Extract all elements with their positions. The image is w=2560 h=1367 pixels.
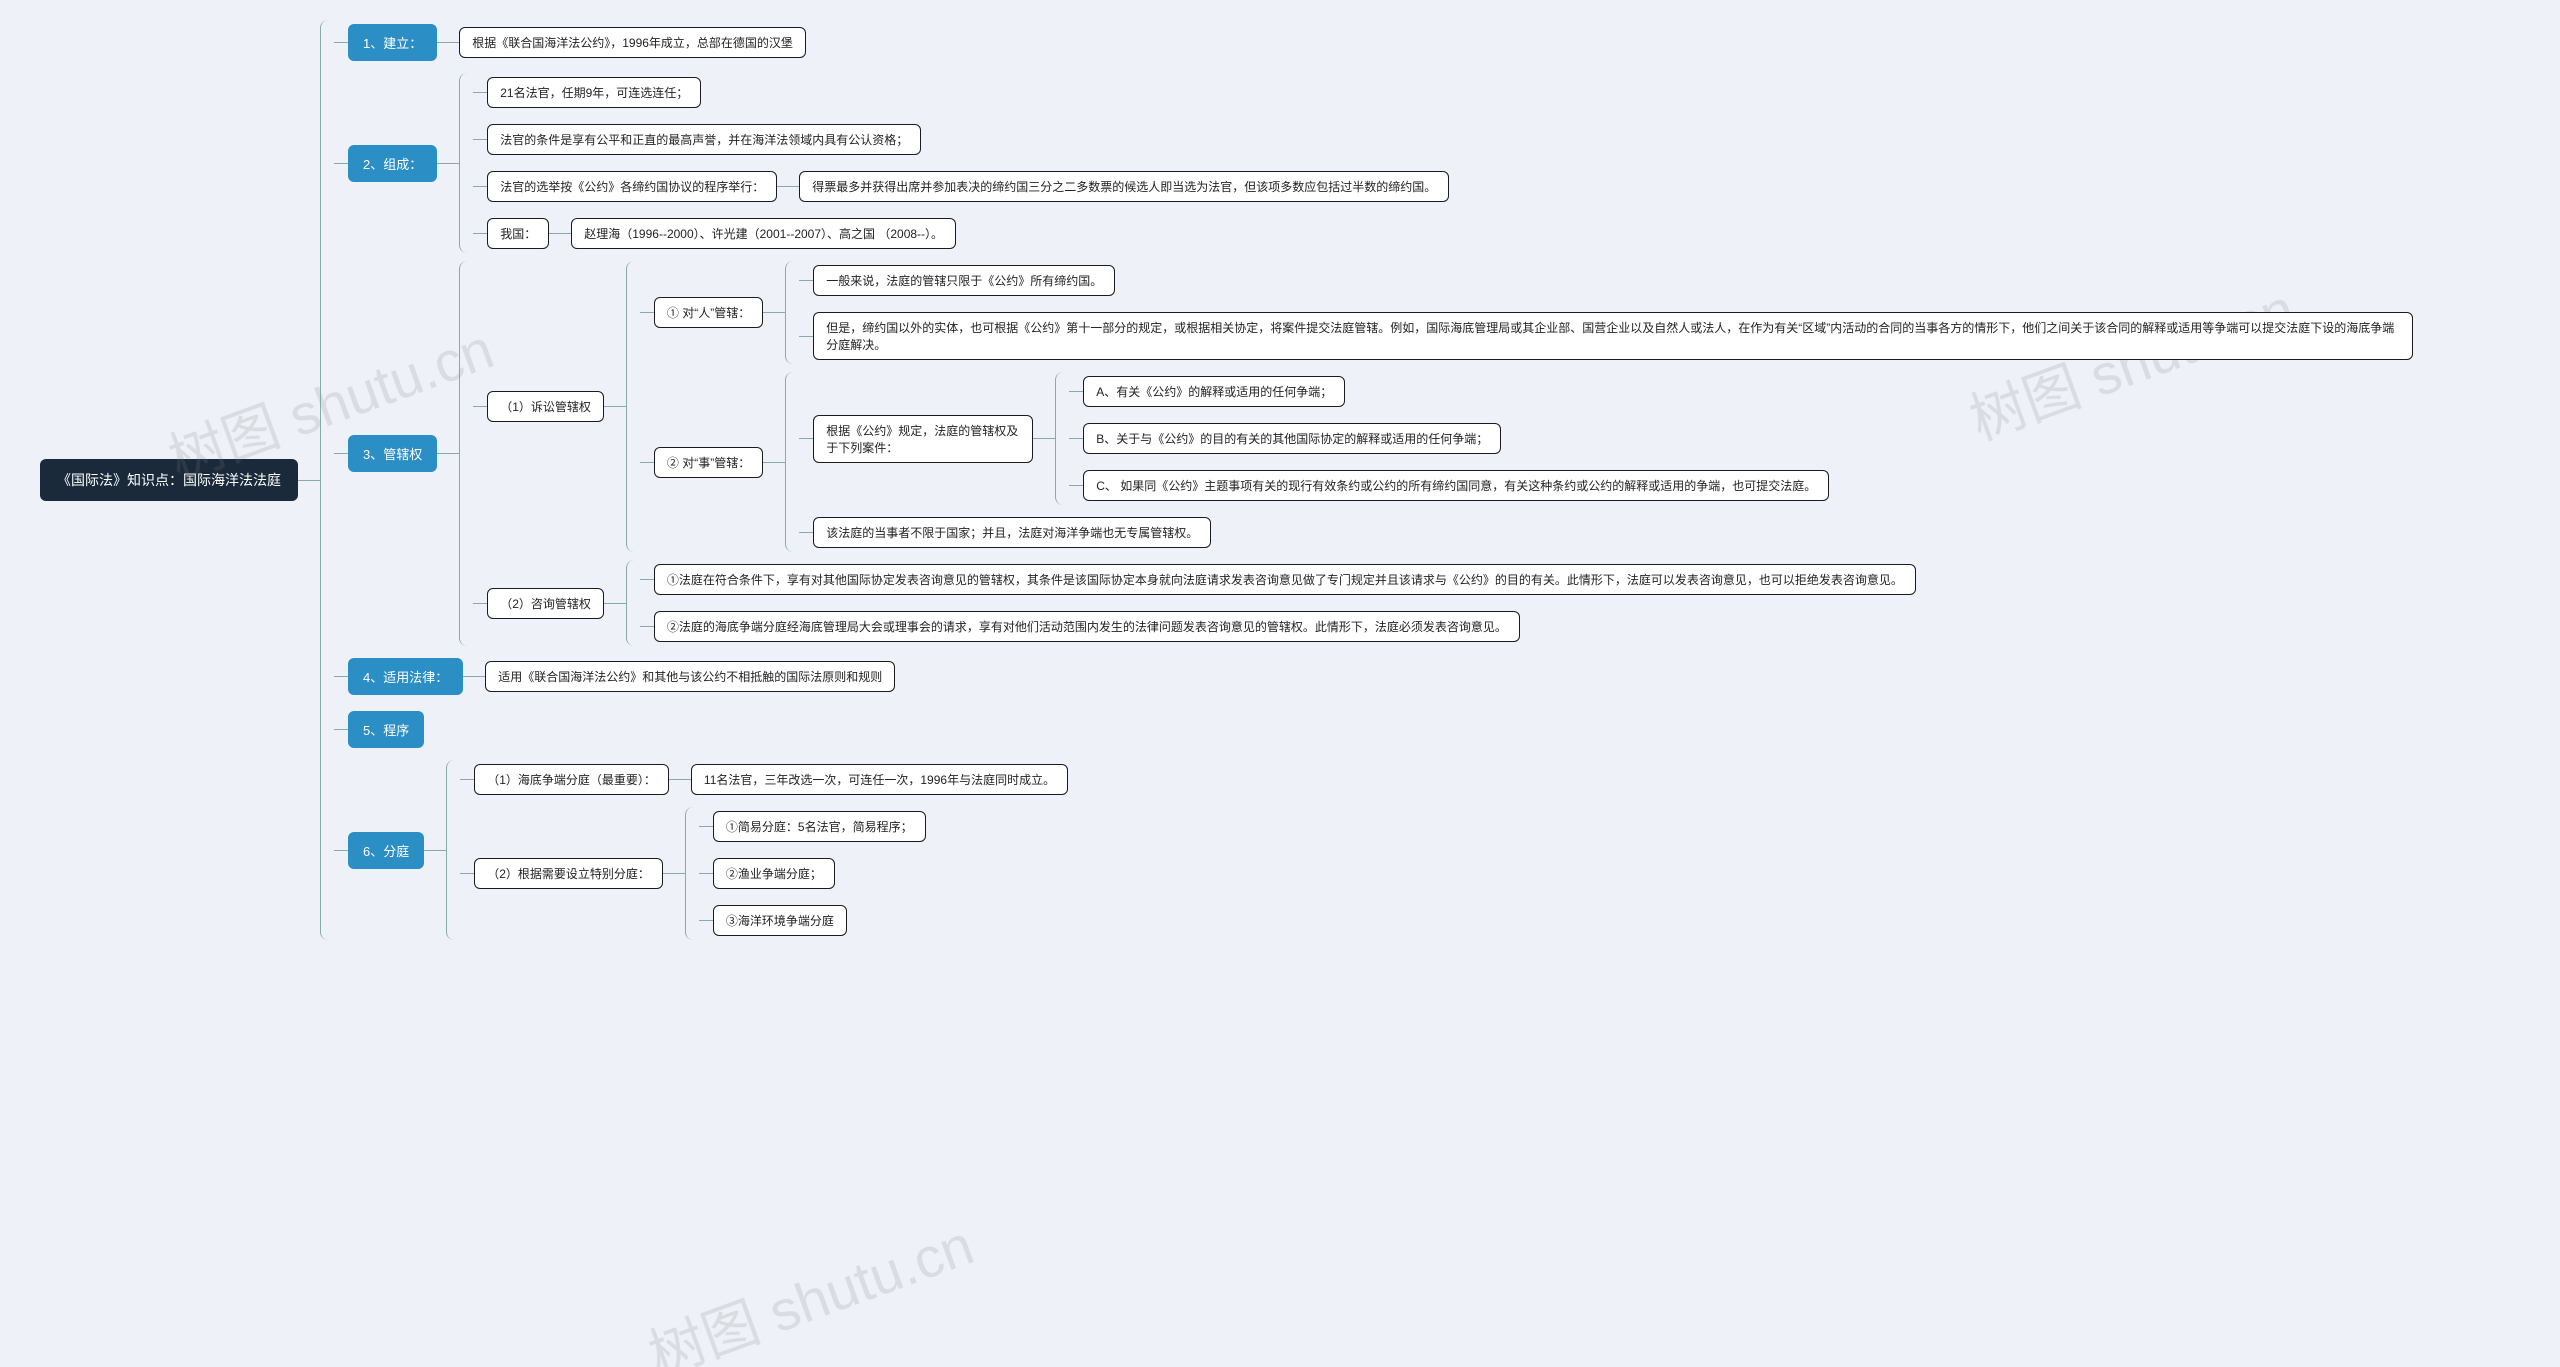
s3-p1-matter-intro: 根据《公约》规定，法庭的管辖权及于下列案件：: [813, 415, 1033, 463]
section-1-text: 根据《联合国海洋法公约》，1996年成立，总部在德国的汉堡: [459, 27, 806, 58]
section-4-title: 4、适用法律：: [348, 658, 463, 695]
s2-c-detail: 得票最多并获得出席并参加表决的缔约国三分之二多数票的候选人即当选为法官，但该项多…: [799, 171, 1449, 202]
section-1: 1、建立： 根据《联合国海洋法公约》，1996年成立，总部在德国的汉堡: [334, 20, 2413, 65]
section-3-title: 3、管辖权: [348, 435, 437, 472]
section-6-title: 6、分庭: [348, 832, 424, 869]
s6-a-title: （1）海底争端分庭（最重要）：: [474, 764, 669, 795]
section-2: 2、组成： 21名法官，任期9年，可连选连任； 法官的条件是享有公平和正直的最高…: [334, 73, 2413, 253]
s3-p1-matter-b: B、关于与《公约》的目的有关的其他国际协定的解释或适用的任何争端；: [1083, 423, 1501, 454]
root-node: 《国际法》知识点：国际海洋法法庭: [40, 459, 298, 501]
s3-p2-title: （2）咨询管辖权: [487, 588, 604, 619]
section-4: 4、适用法律： 适用《联合国海洋法公约》和其他与该公约不相抵触的国际法原则和规则: [334, 654, 2413, 699]
watermark: 树图 shutu.cn: [636, 1200, 983, 1367]
mindmap-root-container: 《国际法》知识点：国际海洋法法庭 1、建立： 根据《联合国海洋法公约》，1996…: [40, 20, 2520, 940]
section-3: 3、管辖权 （1）诉讼管辖权: [334, 261, 2413, 646]
s2-a: 21名法官，任期9年，可连选连任；: [487, 77, 701, 108]
s2-b: 法官的条件是享有公平和正直的最高声誉，并在海洋法领域内具有公认资格；: [487, 124, 921, 155]
section-1-title: 1、建立：: [348, 24, 437, 61]
s3-p1-matter-title: ② 对“事”管辖：: [654, 447, 763, 478]
s3-p1-person-title: ① 对“人”管辖：: [654, 297, 763, 328]
s3-p1-matter-note: 该法庭的当事者不限于国家；并且，法庭对海洋争端也无专属管辖权。: [813, 517, 1211, 548]
s3-p1-matter-c: C、 如果同《公约》主题事项有关的现行有效条约或公约的所有缔约国同意，有关这种条…: [1083, 470, 1829, 501]
section-5-title: 5、程序: [348, 711, 424, 748]
section-5: 5、程序: [334, 707, 2413, 752]
s2-d-detail: 赵理海（1996--2000）、许光建（2001--2007）、高之国 （200…: [571, 218, 956, 249]
s6-b-i: ①简易分庭：5名法官，简易程序；: [713, 811, 926, 842]
s6-b-ii: ②渔业争端分庭；: [713, 858, 835, 889]
s4-text: 适用《联合国海洋法公约》和其他与该公约不相抵触的国际法原则和规则: [485, 661, 895, 692]
s3-p1-person-a: 一般来说，法庭的管辖只限于《公约》所有缔约国。: [813, 265, 1115, 296]
s2-c: 法官的选举按《公约》各缔约国协议的程序举行：: [487, 171, 777, 202]
s3-p1-person-b: 但是，缔约国以外的实体，也可根据《公约》第十一部分的规定，或根据相关协定，将案件…: [813, 312, 2413, 360]
s6-a-text: 11名法官，三年改选一次，可连任一次，1996年与法庭同时成立。: [691, 764, 1068, 795]
section-2-title: 2、组成：: [348, 145, 437, 182]
s3-p2-a: ①法庭在符合条件下，享有对其他国际协定发表咨询意见的管辖权，其条件是该国际协定本…: [654, 564, 1916, 595]
s3-p2-b: ②法庭的海底争端分庭经海底管理局大会或理事会的请求，享有对他们活动范围内发生的法…: [654, 611, 1520, 642]
s3-p1-title: （1）诉讼管辖权: [487, 391, 604, 422]
section-6: 6、分庭 （1）海底争端分庭（最重要）： 11名法官，三年改选一次，可连任一次，…: [334, 760, 2413, 940]
s2-d: 我国：: [487, 218, 549, 249]
s6-b-title: （2）根据需要设立特别分庭：: [474, 858, 663, 889]
s3-p1-matter-a: A、有关《公约》的解释或适用的任何争端；: [1083, 376, 1345, 407]
s6-b-iii: ③海洋环境争端分庭: [713, 905, 847, 936]
